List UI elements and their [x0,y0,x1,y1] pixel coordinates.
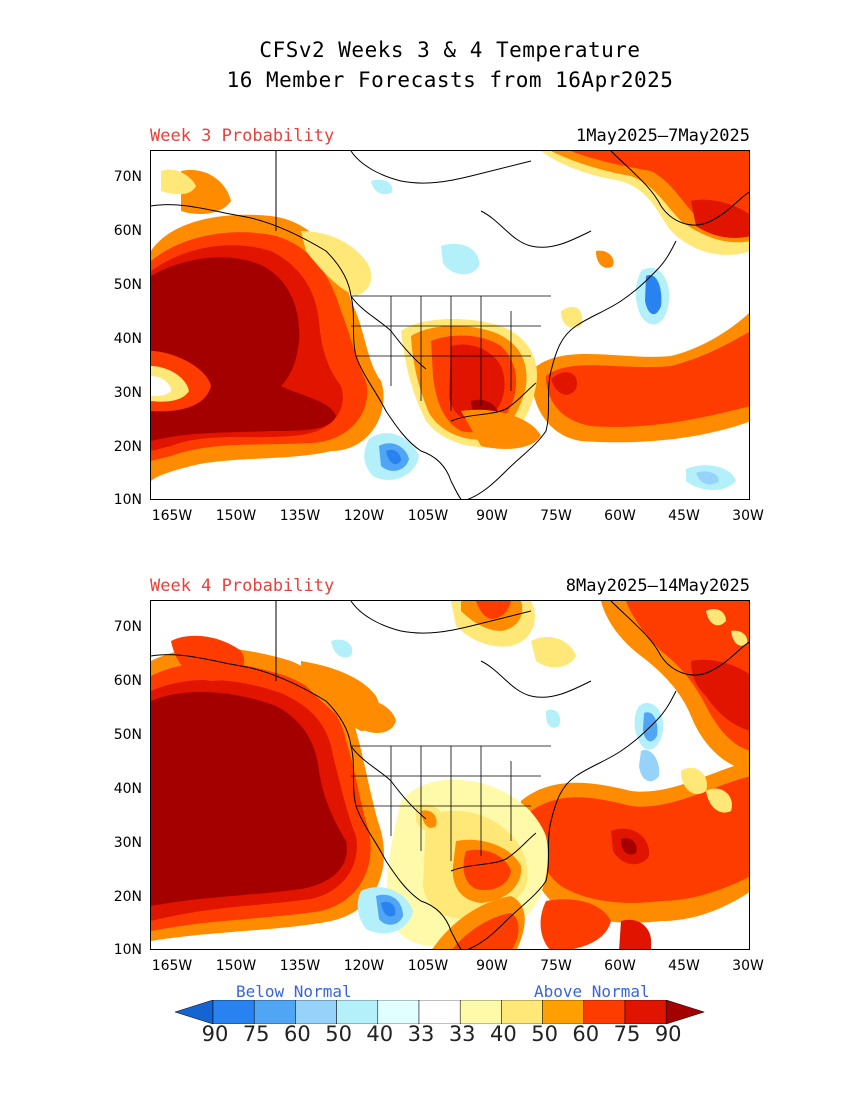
lat-label: 30N [113,835,142,851]
colorbar-value: 75 [242,1022,270,1046]
below-normal-label: Below Normal [236,982,352,1001]
colorbar-value: 60 [284,1022,311,1046]
colorbar-value: 33 [448,1022,476,1046]
lat-label: 10N [113,492,142,508]
colorbar-value: 50 [531,1022,558,1046]
lon-label: 90W [476,508,508,524]
title-line-1: CFSv2 Weeks 3 & 4 Temperature [259,38,641,62]
colorbar-value: 33 [407,1022,435,1046]
lon-label: 150W [215,958,257,974]
lat-label: 60N [113,673,142,689]
colorbar-value: 90 [201,1022,229,1046]
lon-label: 105W [407,958,449,974]
week3-map [150,150,750,500]
lat-label: 70N [113,619,142,635]
lon-label: 150W [215,508,257,524]
lat-label: 50N [113,727,142,743]
colorbar-value: 60 [572,1022,600,1046]
colorbar-value: 40 [490,1022,517,1046]
lon-label: 120W [343,508,385,524]
colorbar-arrow-left [175,1000,214,1024]
lon-label: 45W [668,958,700,974]
colorbar-bin [542,1000,585,1024]
week3-dates: 1May2025–7May2025 [576,126,750,146]
colorbar-bin [583,1000,626,1024]
lat-label: 40N [113,781,142,797]
colorbar-bin [377,1000,420,1024]
lon-label: 60W [604,508,636,524]
lat-label: 40N [113,331,142,347]
above-normal-label: Above Normal [534,982,650,1001]
week4-dates: 8May2025–14May2025 [565,576,750,596]
colorbar [175,1000,706,1024]
lat-label: 20N [113,889,142,905]
colorbar-value: 90 [654,1022,682,1046]
week4-map [150,600,750,950]
lon-label: 90W [476,958,508,974]
week4-label: Week 4 Probability [150,576,335,596]
lon-label: 165W [151,508,193,524]
lat-label: 60N [113,223,142,239]
state-borders [351,745,551,861]
lon-label: 120W [343,958,385,974]
lon-label: 135W [279,508,321,524]
state-borders [351,295,551,411]
week4-map-canvas [151,601,749,949]
colorbar-bin [295,1000,337,1024]
colorbar-bin [253,1000,296,1024]
coastlines [151,601,749,949]
lat-label: 30N [113,385,142,401]
lon-label: 105W [407,508,449,524]
lat-label: 20N [113,439,142,455]
week3-label: Week 3 Probability [150,126,335,146]
colorbar-arrow-right [665,1000,706,1024]
lat-label: 50N [113,277,142,293]
colorbar-value: 75 [613,1022,641,1046]
title-line-2: 16 Member Forecasts from 16Apr2025 [226,68,674,92]
colorbar-bin [336,1000,379,1024]
lon-label: 45W [668,508,700,524]
probability-contours [151,601,749,949]
week3-map-canvas [151,151,749,499]
colorbar-bin [418,1000,461,1024]
lat-label: 10N [113,942,142,958]
lon-label: 75W [540,958,572,974]
lon-label: 135W [279,958,321,974]
lon-label: 30W [732,958,764,974]
colorbar-bin [624,1000,667,1024]
lat-label: 70N [113,169,142,185]
colorbar-bin [501,1000,543,1024]
probability-contours [151,151,749,490]
colorbar-value: 40 [366,1022,394,1046]
coastlines [151,151,749,499]
lon-label: 165W [151,958,193,974]
lon-label: 75W [540,508,572,524]
colorbar-bin [212,1000,255,1024]
colorbar-bin [459,1000,502,1024]
colorbar-value: 50 [325,1022,352,1046]
lon-label: 30W [732,508,764,524]
lon-label: 60W [604,958,636,974]
